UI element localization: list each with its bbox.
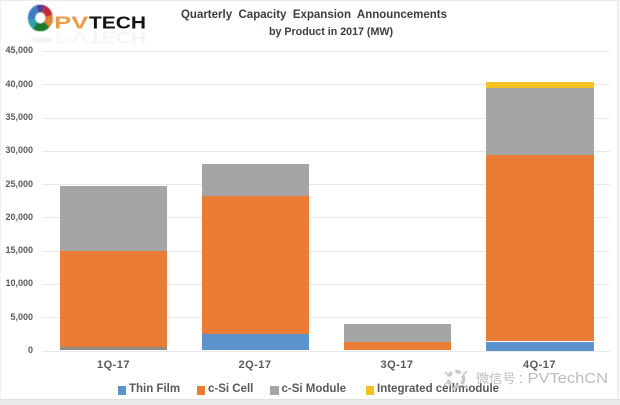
- svg-text:: PVTechCN: : PVTechCN: [518, 371, 608, 387]
- svg-text:PV: PV: [54, 28, 88, 48]
- svg-text:TECH: TECH: [89, 28, 146, 48]
- svg-text:PV: PV: [54, 13, 88, 33]
- svg-text:TECH: TECH: [89, 13, 146, 33]
